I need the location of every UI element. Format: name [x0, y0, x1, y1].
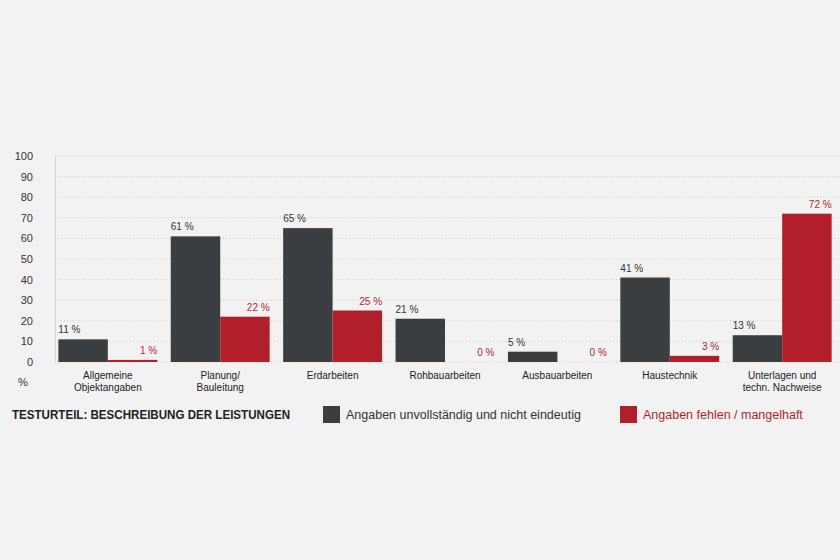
bar [220, 317, 269, 362]
tick-label: Erdarbeiten [307, 370, 359, 381]
data-labels: 11 % 61 % 65 % 21 % 5 % 41 % 13 % 1 % 22 % 25 % 0 … [58, 199, 831, 358]
tick-label: 40 [21, 274, 33, 286]
axis-line [55, 157, 56, 363]
tick: 20 [21, 315, 55, 327]
grid-line [55, 217, 840, 218]
tick: 100 [15, 150, 55, 162]
chart: 0 10 20 30 40 50 60 70 80 90 100% 11 % 61 % 65 % 21 % 5… [0, 0, 840, 560]
tick: 60 [21, 232, 55, 244]
tick-label: 0 [27, 356, 33, 368]
tick: 30 [21, 294, 55, 306]
axis-title: % [18, 376, 28, 388]
tick-label: 50 [21, 253, 33, 265]
bar [333, 311, 382, 363]
tick: 90 [21, 171, 55, 183]
data-label: 21 % [396, 304, 419, 315]
bar [782, 214, 831, 362]
tick-label: 100 [15, 150, 33, 162]
data-label: 22 % [247, 302, 270, 313]
bar [396, 319, 445, 362]
tick-label: 70 [21, 212, 33, 224]
tick-label: 10 [21, 335, 33, 347]
data-label: 61 % [171, 221, 194, 232]
bar [171, 236, 220, 362]
tick-label: Unterlagen undtechn. Nachweise [743, 370, 822, 393]
legend-label: Angaben fehlen / mangelhaft [643, 408, 803, 422]
tick: 70 [21, 212, 55, 224]
bar [733, 335, 782, 362]
data-label: 1 % [140, 345, 157, 356]
title: TESTURTEIL: BESCHREIBUNG DER LEISTUNGEN [12, 407, 290, 422]
bar [58, 339, 107, 362]
data-label: 0 % [590, 347, 607, 358]
bar [108, 360, 157, 362]
legend-label: Angaben unvollständig und nicht eindeuti… [346, 408, 581, 422]
grid [55, 156, 840, 362]
x-axis: AllgemeineObjektangaben Planung/Bauleitun… [74, 370, 822, 393]
tick-label: Haustechnik [642, 370, 698, 381]
tick-label: 20 [21, 315, 33, 327]
tick-label: AllgemeineObjektangaben [74, 370, 142, 393]
y-axis: 0 10 20 30 40 50 60 70 80 90 100 [15, 150, 56, 368]
tick-label: 30 [21, 294, 33, 306]
bar [508, 352, 557, 362]
tick-label: 80 [21, 191, 33, 203]
data-label: 72 % [809, 199, 832, 210]
tick: 40 [21, 274, 55, 286]
tick-label: 90 [21, 171, 33, 183]
bar [557, 362, 606, 363]
data-label: 13 % [733, 320, 756, 331]
data-label: 3 % [702, 341, 719, 352]
tick: 80 [21, 191, 55, 203]
data-label: 41 % [620, 263, 643, 274]
legend-swatch [323, 406, 340, 423]
tick-label: Ausbauarbeiten [522, 370, 592, 381]
bars [58, 214, 831, 362]
tick-label: 60 [21, 232, 33, 244]
background [0, 0, 840, 560]
tick-label: Planung/Bauleitung [197, 370, 244, 393]
tick: 10 [21, 335, 55, 347]
grid-line [55, 197, 840, 198]
data-label: 5 % [508, 337, 525, 348]
data-label: 65 % [283, 213, 306, 224]
bar [670, 356, 719, 362]
grid-line [55, 156, 840, 157]
bar [445, 362, 494, 363]
bar [283, 228, 332, 362]
legend: Angaben unvollständig und nicht eindeuti… [323, 406, 803, 423]
tick: 0 [27, 356, 55, 368]
grid-line [55, 176, 840, 177]
bar [620, 278, 669, 362]
tick: 50 [21, 253, 55, 265]
data-label: 11 % [58, 324, 80, 335]
tick-label: Rohbauarbeiten [409, 370, 480, 381]
data-label: 25 % [359, 296, 382, 307]
data-label: 0 % [477, 347, 494, 358]
legend-swatch [620, 406, 637, 423]
